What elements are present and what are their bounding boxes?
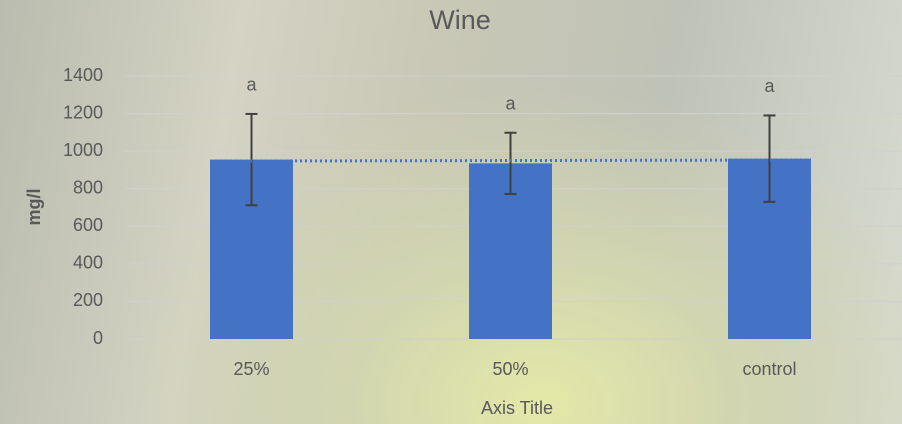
y-tick-label: 200: [73, 290, 103, 310]
x-tick-label: 25%: [233, 359, 269, 379]
y-tick-label: 1400: [63, 65, 103, 85]
annotation: a: [764, 76, 775, 96]
y-axis-title: mg/l: [24, 188, 44, 225]
x-tick-label: 50%: [492, 359, 528, 379]
y-tick-label: 600: [73, 215, 103, 235]
trendline: [209, 158, 812, 163]
y-tick-label: 1000: [63, 140, 103, 160]
y-tick-label: 800: [73, 177, 103, 197]
y-tick-label: 400: [73, 253, 103, 273]
y-tick-label: 1200: [63, 102, 103, 122]
x-tick-label: control: [742, 359, 796, 379]
x-axis-title: Axis Title: [481, 398, 553, 418]
chart-title: Wine: [429, 5, 491, 35]
annotation: a: [246, 75, 257, 95]
y-tick-label: 0: [93, 328, 103, 348]
annotation: a: [505, 93, 516, 113]
